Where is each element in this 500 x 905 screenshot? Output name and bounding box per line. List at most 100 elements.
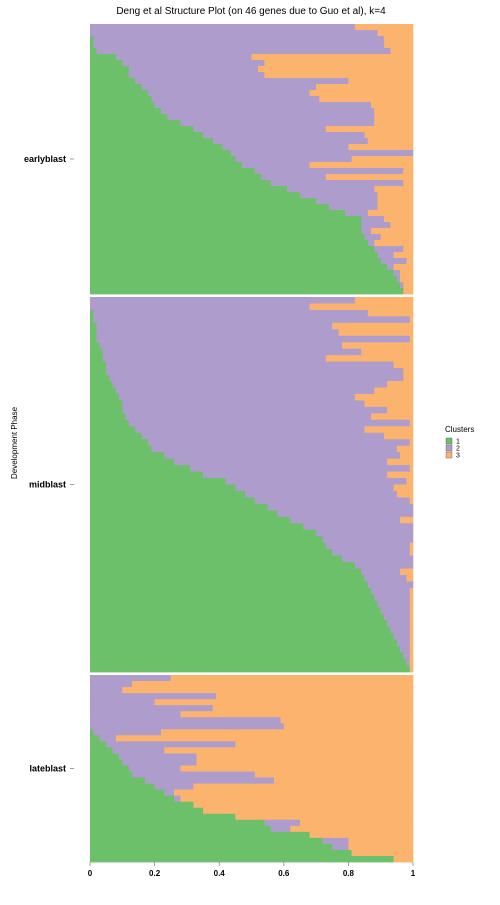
bar-segment-midblast-29-cluster-3 [393, 484, 414, 492]
legend-label-2: 2 [456, 446, 460, 453]
bar-segment-midblast-30-cluster-1 [90, 490, 246, 498]
bar-segment-lateblast-30-cluster-3 [393, 855, 414, 863]
bar-segment-earlyblast-19-cluster-2 [212, 138, 369, 145]
bar-segment-earlyblast-31-cluster-3 [367, 210, 414, 217]
bar-segment-lateblast-9-cluster-1 [90, 729, 94, 736]
bar-segment-midblast-36-cluster-1 [90, 529, 317, 537]
bar-segment-earlyblast-10-cluster-2 [141, 84, 317, 91]
bar-segment-earlyblast-11-cluster-1 [90, 90, 149, 97]
bar-segment-lateblast-14-cluster-1 [90, 759, 123, 766]
bar-segment-midblast-48-cluster-3 [409, 607, 414, 615]
bar-segment-earlyblast-7-cluster-1 [90, 66, 130, 73]
bar-segment-midblast-53-cluster-3 [409, 639, 414, 647]
bar-segment-midblast-22-cluster-3 [409, 439, 414, 447]
bar-segment-earlyblast-36-cluster-3 [374, 240, 414, 247]
bar-segment-midblast-16-cluster-2 [122, 400, 365, 408]
bar-segment-midblast-25-cluster-3 [387, 458, 414, 466]
bar-segment-lateblast-12-cluster-1 [90, 747, 113, 754]
bar-segment-lateblast-3-cluster-3 [215, 693, 414, 700]
bar-segment-earlyblast-4-cluster-3 [390, 48, 414, 55]
bar-segment-lateblast-0-cluster-2 [90, 675, 172, 682]
bar-segment-earlyblast-24-cluster-1 [90, 168, 256, 175]
bar-segment-midblast-51-cluster-1 [90, 626, 391, 634]
bar-segment-lateblast-12-cluster-3 [164, 747, 414, 754]
bar-segment-lateblast-27-cluster-1 [90, 837, 323, 845]
bar-segment-midblast-44-cluster-2 [367, 581, 414, 589]
legend-swatch-1 [445, 437, 453, 445]
bar-segment-midblast-8-cluster-1 [90, 348, 104, 356]
bar-segment-midblast-17-cluster-2 [122, 406, 388, 414]
bar-segment-lateblast-3-cluster-2 [90, 693, 217, 700]
bar-segment-earlyblast-34-cluster-1 [90, 228, 362, 235]
y-axis-label: Development Phase [10, 406, 19, 479]
bar-segment-earlyblast-41-cluster-1 [90, 270, 394, 277]
bar-segment-lateblast-26-cluster-3 [309, 831, 414, 839]
bar-segment-midblast-47-cluster-2 [377, 600, 411, 608]
bar-segment-midblast-46-cluster-2 [374, 594, 411, 602]
bar-segment-midblast-10-cluster-2 [106, 361, 394, 369]
bar-segment-earlyblast-33-cluster-1 [90, 222, 362, 229]
panels-layer: earlyblast midblast lateblast [24, 24, 414, 863]
bar-segment-midblast-16-cluster-1 [90, 400, 123, 408]
bar-segment-lateblast-30-cluster-1 [90, 855, 394, 863]
bar-segment-midblast-29-cluster-2 [235, 484, 394, 492]
x-tick-label-4: 0.8 [343, 869, 355, 878]
bar-segment-earlyblast-15-cluster-3 [374, 114, 414, 121]
bar-segment-midblast-11-cluster-2 [106, 368, 404, 375]
bar-segment-earlyblast-26-cluster-2 [270, 180, 404, 187]
legend-swatch-3 [445, 451, 453, 459]
bar-segment-midblast-28-cluster-1 [90, 478, 226, 485]
bar-segment-midblast-34-cluster-1 [90, 516, 291, 524]
bar-segment-midblast-20-cluster-3 [364, 426, 414, 434]
bar-segment-midblast-2-cluster-3 [367, 309, 414, 317]
bar-segment-earlyblast-6-cluster-2 [122, 60, 265, 67]
bar-segment-lateblast-20-cluster-3 [180, 795, 414, 803]
bar-segment-midblast-3-cluster-1 [90, 316, 94, 324]
bar-segment-midblast-40-cluster-1 [90, 555, 343, 563]
bar-segment-midblast-18-cluster-1 [90, 413, 126, 421]
bar-segment-midblast-47-cluster-1 [90, 600, 378, 608]
bar-segment-midblast-12-cluster-3 [403, 374, 414, 382]
bar-segment-midblast-23-cluster-3 [396, 445, 414, 453]
bar-segment-midblast-20-cluster-2 [135, 426, 365, 434]
bar-segment-earlyblast-39-cluster-3 [406, 258, 414, 265]
bar-segment-midblast-48-cluster-2 [380, 607, 411, 615]
bar-segment-midblast-10-cluster-3 [393, 361, 414, 369]
bar-segment-midblast-45-cluster-1 [90, 587, 372, 595]
bar-segment-lateblast-11-cluster-1 [90, 741, 107, 748]
bar-segment-lateblast-22-cluster-3 [203, 807, 414, 815]
legend-label-3: 3 [456, 453, 460, 460]
bar-segment-earlyblast-30-cluster-3 [377, 204, 414, 211]
bar-segment-earlyblast-43-cluster-3 [403, 282, 414, 289]
bar-segment-midblast-12-cluster-1 [90, 374, 110, 382]
bar-segment-lateblast-15-cluster-1 [90, 765, 130, 772]
bar-segment-lateblast-28-cluster-2 [332, 843, 349, 851]
bar-segment-earlyblast-0-cluster-2 [90, 24, 356, 31]
bar-segment-earlyblast-18-cluster-2 [203, 132, 365, 139]
bar-segment-midblast-1-cluster-3 [309, 303, 414, 311]
bar-segment-earlyblast-15-cluster-2 [167, 114, 375, 121]
bar-segment-midblast-6-cluster-2 [96, 335, 411, 343]
bar-segment-midblast-42-cluster-2 [361, 568, 401, 576]
bar-segment-lateblast-2-cluster-3 [122, 687, 414, 694]
bar-segment-earlyblast-44-cluster-1 [90, 288, 404, 295]
bar-segment-lateblast-23-cluster-1 [90, 813, 236, 821]
bar-segment-midblast-43-cluster-2 [364, 575, 407, 582]
bar-segment-lateblast-14-cluster-2 [122, 759, 197, 766]
bar-segment-midblast-15-cluster-3 [354, 393, 414, 401]
bar-segment-midblast-55-cluster-1 [90, 652, 404, 660]
bar-segment-midblast-37-cluster-1 [90, 536, 323, 544]
bar-segment-midblast-2-cluster-2 [93, 309, 369, 317]
legend: Clusters 123 [445, 425, 474, 460]
bar-segment-earlyblast-34-cluster-3 [371, 228, 414, 235]
bar-segment-earlyblast-22-cluster-3 [351, 156, 414, 163]
bar-segment-earlyblast-20-cluster-3 [348, 144, 414, 151]
bar-segment-midblast-7-cluster-3 [341, 342, 414, 350]
bar-segment-midblast-28-cluster-2 [225, 478, 407, 485]
bar-segment-lateblast-24-cluster-2 [264, 819, 301, 827]
bar-segment-earlyblast-7-cluster-3 [257, 66, 414, 73]
bar-segment-earlyblast-44-cluster-3 [403, 288, 414, 295]
bar-segment-lateblast-9-cluster-2 [93, 729, 162, 736]
bar-segment-earlyblast-42-cluster-3 [400, 276, 414, 283]
